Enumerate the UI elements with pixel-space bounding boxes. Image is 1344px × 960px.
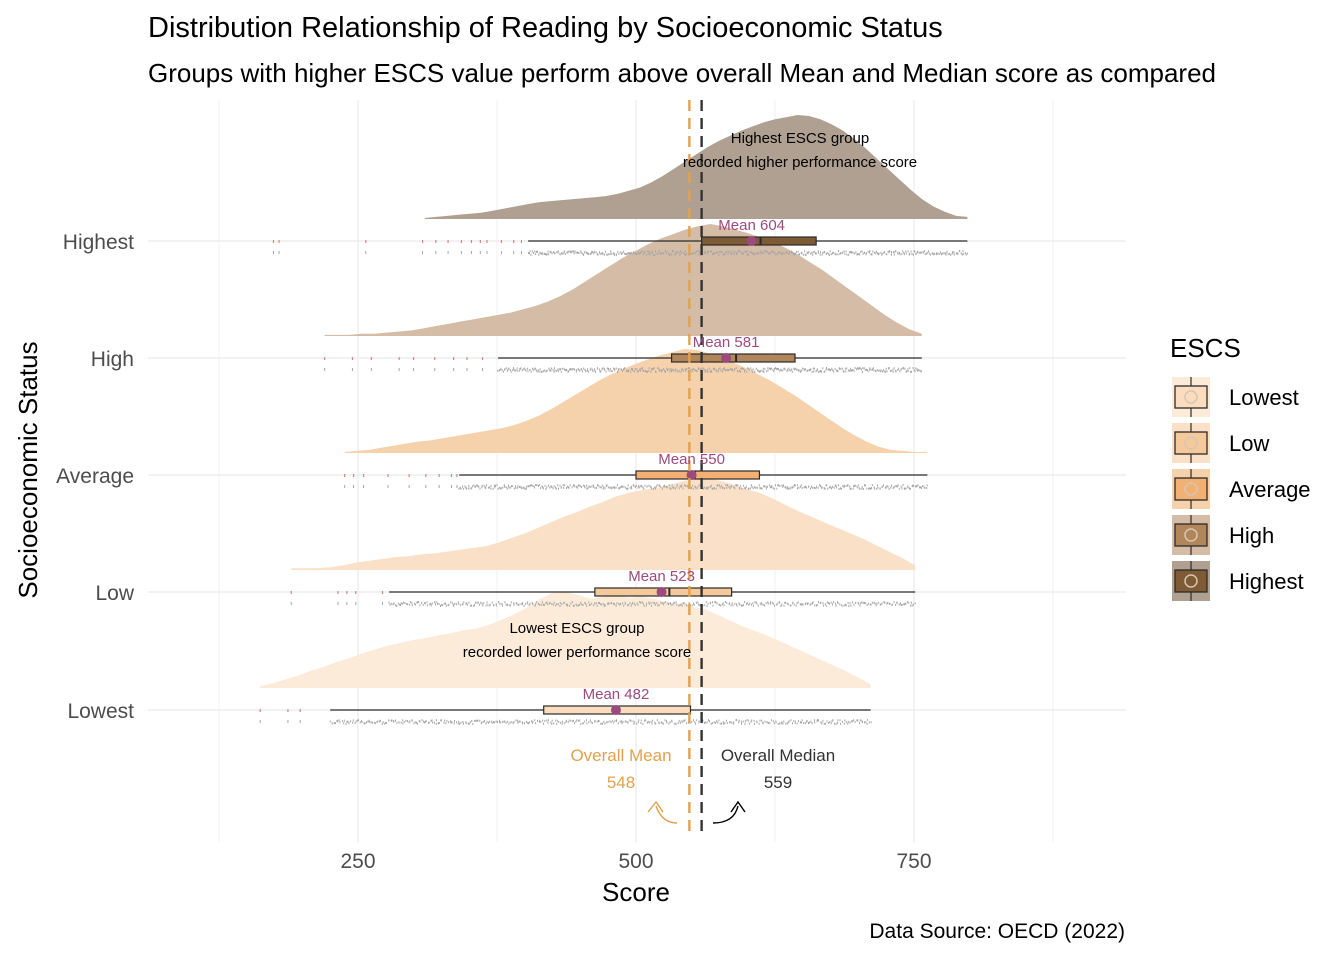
mean-point-low [656,587,667,597]
y-tick-label-low: Low [95,582,134,605]
reference-lines-layer [688,100,703,838]
legend-label-low: Low [1229,431,1269,456]
chart-title: Distribution Relationship of Reading by … [148,12,943,44]
legend-item-highest: Highest [1172,561,1304,601]
mean-point-highest [746,236,757,246]
legend-title: ESCS [1170,333,1241,363]
legend-key-box [1174,477,1208,501]
mean-label-lowest: Mean 482 [583,686,650,703]
annotation-highest-line1: Highest ESCS group [731,130,869,147]
series-layer [259,115,969,725]
annotation-lowest-line2: recorded lower performance score [463,644,691,661]
overall-mean-label: Overall Mean [570,746,671,765]
density-lowest [260,592,871,688]
legend-item-lowest: Lowest [1172,377,1299,417]
legend-key-point [1184,574,1198,588]
axis-layer: Lowest Low Average High Highest 250 500 750 Scor… [13,231,932,907]
x-tick-label: 250 [340,850,375,873]
box-high [670,353,796,363]
legend-key-point [1184,528,1198,542]
legend-label-highest: Highest [1229,569,1304,594]
median-arrowhead [730,800,746,813]
mean-point-average [686,470,697,480]
legend-label-average: Average [1229,477,1311,502]
overall-median-label: Overall Median [721,746,835,765]
density-low [291,478,916,570]
series-average [344,349,928,490]
legend-key-point [1184,390,1198,404]
mean-label-average: Mean 550 [658,451,725,468]
mean-point-high [721,353,732,363]
mean-arrowhead [647,800,664,813]
rug-average [458,484,928,490]
overall-median-value: 559 [764,773,792,792]
legend-item-low: Low [1172,423,1269,463]
box-average [635,470,761,480]
series-lowest [259,592,872,725]
mean-arrow [655,805,678,824]
median-arrow [712,805,739,824]
legend-key-box [1174,523,1208,547]
legend: ESCS Lowest Low Average High Highest [1170,333,1311,601]
density-highest [424,115,968,219]
y-tick-label-high: High [91,348,134,371]
legend-label-lowest: Lowest [1229,385,1299,410]
annotation-highest-line2: recorded higher performance score [683,154,917,171]
label-layer: Mean 482 Mean 523 Mean 550 Mean 581 Mean 604… [463,130,917,824]
series-low [290,478,916,607]
legend-key-box [1174,569,1208,593]
legend-key-point [1184,436,1198,450]
legend-key-box [1174,385,1208,409]
legend-item-high: High [1172,515,1274,555]
mean-label-high: Mean 581 [693,334,760,351]
overall-mean-value: 548 [607,773,635,792]
series-high [324,224,922,373]
rug-lowest [329,719,872,725]
x-axis-title: Score [602,877,670,907]
legend-item-average: Average [1172,469,1311,509]
x-tick-label: 750 [896,850,931,873]
rug-low [388,601,916,607]
y-tick-label-highest: Highest [63,231,134,254]
x-tick-label: 500 [618,850,653,873]
y-tick-label-lowest: Lowest [67,700,134,723]
chart-subtitle: Groups with higher ESCS value perform ab… [148,58,1216,88]
mean-label-low: Mean 523 [628,568,695,585]
rug-highest [528,250,969,256]
chart-caption: Data Source: OECD (2022) [869,920,1125,943]
legend-key-point [1184,482,1198,496]
series-highest [272,115,969,256]
legend-label-high: High [1229,523,1274,548]
y-axis-title: Socioeconomic Status [13,341,43,598]
density-average [344,349,928,453]
annotation-lowest-line1: Lowest ESCS group [509,620,644,637]
rug-high [497,367,922,373]
box-highest [701,236,817,246]
mean-label-highest: Mean 604 [718,217,785,234]
mean-point-lowest [610,705,621,715]
legend-key-box [1174,431,1208,455]
y-tick-label-average: Average [56,465,134,488]
